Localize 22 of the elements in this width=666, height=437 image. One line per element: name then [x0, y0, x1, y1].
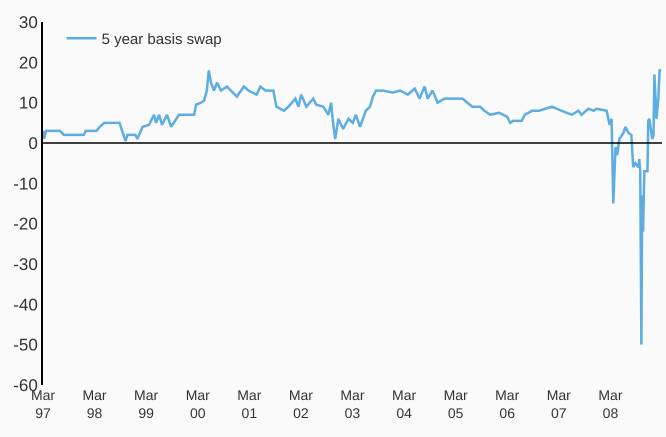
y-tick-label: -50 [13, 336, 38, 355]
x-tick-label: Mar 02 [288, 387, 314, 422]
x-tick-label: Mar 99 [134, 387, 158, 422]
y-tick-label: 10 [18, 94, 38, 113]
y-tick-label: 0 [28, 134, 38, 153]
y-tick-label: -40 [13, 295, 38, 314]
y-tick-label: -10 [13, 174, 38, 194]
x-tick-label: Mar 07 [546, 387, 572, 422]
legend-label: 5 year basis swap [102, 31, 222, 48]
x-tick-label: Mar 04 [392, 387, 417, 422]
y-tick-label: 20 [18, 53, 38, 72]
x-tick-label: Mar 98 [82, 387, 107, 422]
x-tick-label: Mar 00 [186, 387, 210, 422]
x-tick-label: Mar 01 [237, 387, 262, 422]
y-tick-label: 30 [18, 12, 38, 32]
x-tick-label: Mar 05 [444, 387, 468, 422]
y-tick-label: -20 [13, 214, 38, 234]
x-tick-label: Mar 08 [598, 387, 623, 422]
x-tick-label: Mar 03 [340, 387, 365, 422]
y-tick-label: -30 [13, 254, 38, 274]
x-tick-label: Mar 06 [495, 387, 520, 422]
line-series [43, 69, 662, 346]
